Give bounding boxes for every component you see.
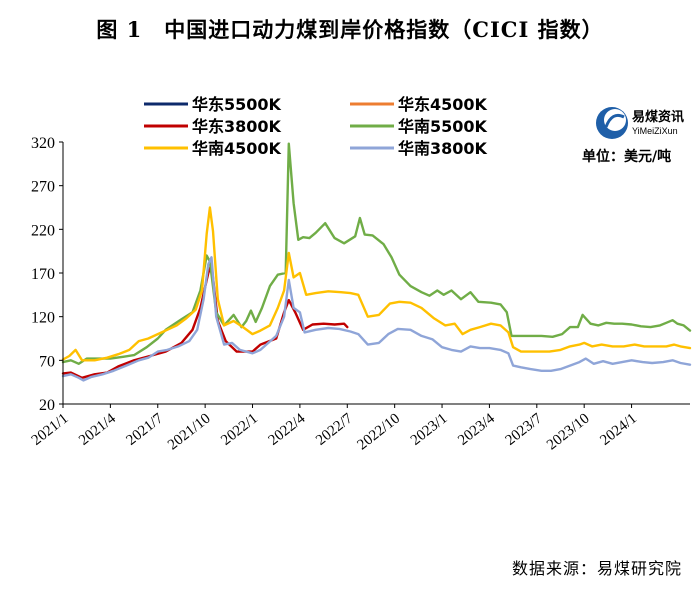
legend-label-1: 华东4500K: [398, 95, 488, 114]
logo-text-cn: 易煤资讯: [632, 110, 685, 125]
x-tick-label: 2021/4: [76, 410, 119, 449]
x-tick-label: 2021/10: [165, 411, 214, 454]
yimei-logo: 易煤资讯 YiMeiZiXun: [594, 105, 698, 145]
x-tick-label: 2022/7: [313, 410, 356, 449]
chart-legend: 华东5500K 华东4500K 华东3800K 华南5500K 华南4500K 华南380…: [144, 95, 488, 158]
x-tick-label: 2024/1: [597, 411, 640, 449]
source-note: 数据来源：易煤研究院: [511, 559, 682, 578]
yimei-logo-icon: [596, 107, 628, 139]
series-layer: [61, 142, 692, 382]
y-tick-label: 20: [39, 397, 55, 414]
y-tick-label: 120: [31, 310, 55, 327]
x-tick-label: 2022/1: [218, 411, 261, 449]
figure-title: 图 1 中国进口动力煤到岸价格指数（CICI 指数）: [96, 17, 604, 42]
x-tick-label: 2023/7: [503, 410, 546, 449]
legend-label-4: 华南4500K: [192, 139, 282, 158]
series-line-5: [61, 256, 692, 382]
x-tick-label: 2022/10: [355, 411, 404, 454]
unit-label: 单位：美元/吨: [582, 149, 672, 165]
x-tick-label: 2021/7: [124, 410, 167, 449]
legend-label-0: 华东5500K: [192, 95, 282, 114]
legend-label-5: 华南3800K: [398, 139, 488, 158]
logo-text-en: YiMeiZiXun: [632, 126, 678, 136]
y-tick-label: 320: [31, 135, 55, 152]
line-chart: 华东5500K 华东4500K 华东3800K 华南5500K 华南4500K 华南380…: [29, 95, 692, 453]
legend-label-2: 华东3800K: [192, 117, 282, 136]
y-tick-label: 170: [31, 266, 55, 283]
x-tick-label: 2022/4: [266, 410, 309, 449]
y-tick-label: 270: [31, 179, 55, 196]
x-tick-label: 2021/1: [29, 411, 72, 449]
x-tick-label: 2023/4: [455, 410, 498, 449]
y-tick-label: 220: [31, 222, 55, 239]
y-tick-label: 70: [39, 353, 55, 370]
legend-label-3: 华南5500K: [398, 117, 488, 136]
series-line-3: [61, 142, 692, 365]
x-tick-label: 2023/10: [544, 411, 593, 454]
series-line-4: [61, 206, 692, 362]
x-tick-label: 2023/1: [408, 411, 451, 449]
